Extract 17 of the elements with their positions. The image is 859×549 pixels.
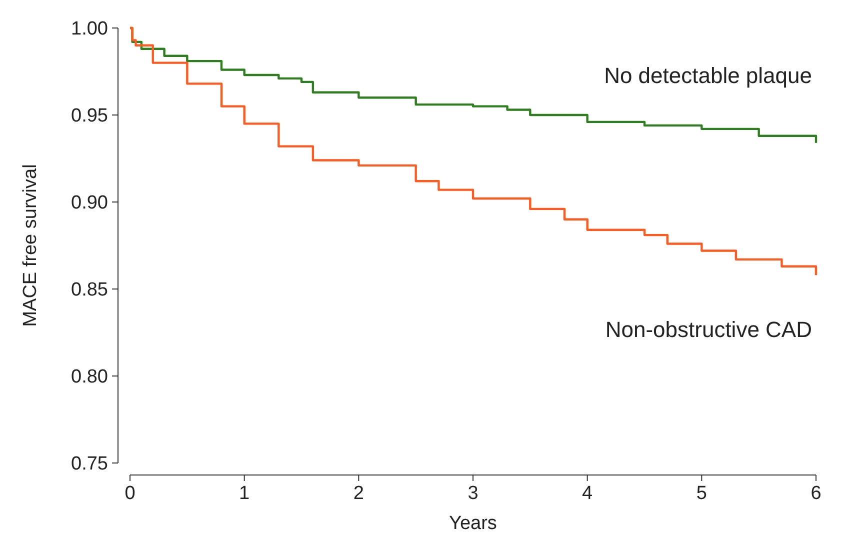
y-tick-label: 0.90: [71, 192, 108, 214]
y-tick-label: 0.80: [71, 366, 108, 388]
x-tick-label: 4: [582, 483, 594, 504]
x-tick-label: 1: [239, 483, 250, 504]
x-tick-label: 2: [353, 483, 364, 504]
y-tick-label: 0.75: [71, 454, 108, 475]
y-tick-label: 0.85: [71, 280, 108, 301]
x-tick-label: 0: [124, 483, 136, 504]
x-tick-label: 3: [468, 483, 478, 504]
x-tick-label: 6: [810, 483, 822, 504]
series-label: Non-obstructive CAD: [605, 317, 812, 342]
y-tick-label: 0.95: [71, 106, 108, 127]
x-tick-label: 5: [696, 483, 707, 504]
x-axis-title: Years: [449, 513, 497, 534]
y-tick-label: 1.00: [71, 18, 108, 40]
series-label: No detectable plaque: [604, 62, 812, 88]
y-axis-title: MACE free survival: [20, 164, 41, 327]
